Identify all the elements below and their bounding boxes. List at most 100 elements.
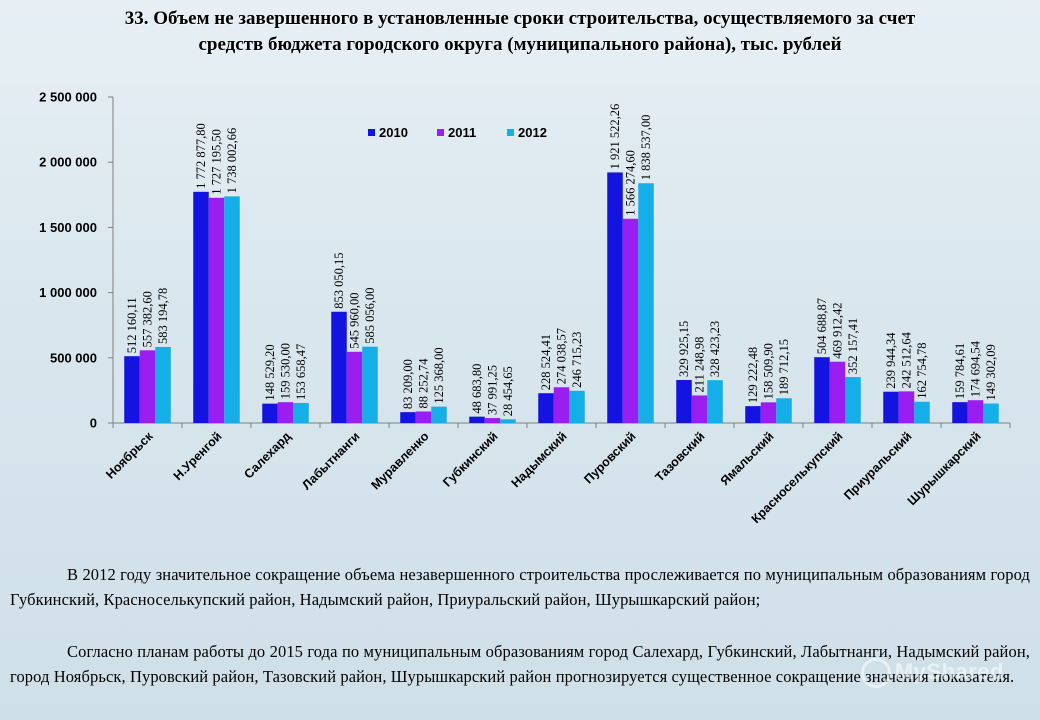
legend-label-2010: 2010 [379, 125, 408, 140]
bar-2012 [155, 346, 171, 423]
chart-title: 33. Объем не завершенного в установленны… [20, 6, 1020, 58]
bar-2011 [484, 418, 501, 423]
bar-2011 [346, 351, 363, 423]
data-label-2010: 1 772 877,80 [194, 123, 208, 189]
data-label-2011: 174 694,54 [969, 340, 983, 397]
data-label-2010: 853 050,15 [332, 253, 346, 309]
y-tick-label: 2 000 000 [39, 155, 97, 170]
data-label-2012: 246 715,23 [570, 332, 584, 388]
bar-2010 [814, 357, 830, 423]
legend-label-2011: 2011 [448, 125, 476, 140]
bar-2010 [676, 379, 692, 423]
bar-2012 [362, 346, 378, 423]
legend-swatch-2010 [368, 129, 375, 136]
data-label-2012: 153 658,47 [294, 344, 308, 400]
bar-2012 [776, 398, 792, 423]
bar-2012 [431, 406, 447, 423]
bar-2012 [914, 401, 930, 423]
data-label-2010: 239 944,34 [884, 332, 898, 389]
bar-2010 [331, 311, 347, 423]
x-category-label: Ноябрьск [103, 429, 156, 482]
data-label-2010: 1 921 522,26 [608, 104, 622, 170]
y-tick-label: 1 500 000 [39, 220, 97, 235]
y-tick-label: 500 000 [50, 350, 97, 365]
data-label-2012: 328 423,23 [708, 321, 722, 377]
bar-2011 [553, 387, 570, 423]
bar-2011 [415, 411, 432, 423]
data-label-2012: 149 302,09 [984, 344, 998, 400]
x-category-label: Ямальский [718, 429, 777, 488]
bar-2012 [500, 419, 516, 423]
bar-chart: 0 500 000 1 000 000 1 500 000 2 000 000 2 500… [39, 90, 1011, 526]
data-label-2011: 211 248,98 [693, 337, 707, 393]
watermark-text: MyShared [894, 658, 1004, 684]
bar-2010 [745, 406, 761, 423]
data-label-2011: 274 038,57 [555, 328, 569, 384]
data-label-2012: 162 754,78 [915, 343, 929, 399]
watermark: MyShared [860, 658, 1004, 688]
data-label-2011: 37 991,25 [486, 365, 500, 415]
bar-2012 [845, 377, 861, 423]
data-label-2012: 125 368,00 [432, 347, 446, 403]
x-category-label: Н.Уренгой [171, 429, 225, 483]
bar-2010 [883, 391, 899, 423]
data-label-2011: 545 960,00 [348, 293, 362, 349]
x-category-label: Лабытнанги [299, 429, 362, 492]
data-label-2011: 557 382,60 [141, 291, 155, 347]
bar-2010 [262, 403, 278, 423]
x-category-label: Приуральский [841, 429, 914, 502]
data-label-2010: 504 688,87 [815, 298, 829, 354]
data-label-2011: 159 530,00 [279, 343, 293, 399]
bar-2011 [277, 402, 294, 423]
data-label-2011: 1 566 274,60 [624, 150, 638, 216]
bar-2010 [952, 402, 968, 423]
bar-2012 [983, 403, 999, 423]
data-label-2010: 48 683,80 [470, 364, 484, 414]
bar-2010 [193, 191, 209, 423]
x-category-label: Тазовский [653, 429, 708, 484]
data-label-2012: 189 712,15 [777, 339, 791, 395]
data-label-2010: 83 209,00 [401, 359, 415, 409]
y-tick-label: 2 500 000 [39, 90, 97, 105]
paragraph-forecast: Согласно планам работы до 2015 года по м… [10, 642, 1030, 686]
data-label-2012: 28 454,65 [501, 366, 515, 416]
data-label-2011: 469 912,42 [831, 302, 845, 358]
data-label-2012: 585 056,00 [363, 287, 377, 343]
data-label-2010: 159 784,61 [953, 343, 967, 399]
data-label-2012: 1 738 002,66 [225, 128, 239, 194]
data-label-2010: 148 529,20 [263, 344, 277, 400]
bar-2012 [569, 390, 585, 423]
data-label-2010: 129 222,48 [746, 347, 760, 403]
bar-2011 [139, 350, 156, 423]
bar-2012 [224, 196, 240, 423]
bar-2010 [124, 356, 140, 423]
data-label-2011: 1 727 195,50 [210, 129, 224, 195]
data-label-2012: 1 838 537,00 [639, 115, 653, 181]
bar-2011 [760, 402, 777, 423]
bar-2012 [707, 380, 723, 423]
bar-2011 [622, 218, 639, 423]
watermark-logo-icon [860, 658, 891, 688]
legend-label-2012: 2012 [518, 125, 547, 140]
data-label-2012: 352 157,41 [846, 318, 860, 374]
bar-2011 [967, 400, 984, 423]
x-category-label: Салехард [241, 429, 293, 481]
bar-2010 [607, 172, 623, 423]
data-label-2012: 583 194,78 [156, 288, 170, 344]
bar-2010 [400, 412, 416, 423]
legend-swatch-2011 [437, 129, 444, 136]
bar-2010 [538, 393, 554, 423]
bar-2011 [898, 391, 915, 423]
x-category-label: Пуровский [581, 429, 638, 486]
chart-title-line1: 33. Объем не завершенного в установленны… [124, 8, 916, 29]
x-category-label: Муравленко [368, 429, 431, 492]
data-label-2010: 329 925,15 [677, 321, 691, 377]
bar-2012 [293, 402, 309, 423]
legend-swatch-2012 [507, 129, 514, 136]
bar-2011 [691, 395, 708, 423]
data-label-2011: 242 512,64 [900, 331, 914, 388]
x-category-label: Шурышкарский [905, 429, 984, 508]
data-label-2010: 228 524,41 [539, 334, 553, 390]
bar-2010 [469, 416, 485, 423]
data-label-2011: 88 252,74 [417, 358, 431, 409]
